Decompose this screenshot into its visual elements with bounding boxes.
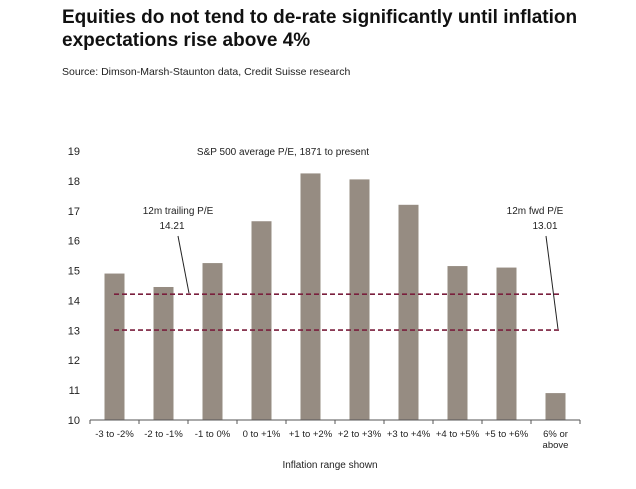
x-tick-label: +3 to +4%: [387, 429, 431, 440]
y-tick-label: 11: [69, 385, 80, 397]
x-tick-label: +2 to +3%: [338, 429, 382, 440]
x-tick-label: +1 to +2%: [289, 429, 333, 440]
bar: [349, 179, 370, 420]
fwd-pe-value: 13.01: [532, 221, 557, 232]
bar: [398, 204, 419, 420]
y-tick-label: 12: [68, 355, 80, 367]
x-tick-label: 6% or: [543, 429, 568, 440]
x-tick-label: +5 to +6%: [485, 429, 529, 440]
x-tick-label: +4 to +5%: [436, 429, 480, 440]
y-tick-label: 10: [68, 415, 80, 427]
chart-subtitle: S&P 500 average P/E, 1871 to present: [197, 147, 369, 158]
x-tick-label: -3 to -2%: [95, 429, 134, 440]
chart-title: Equities do not tend to de-rate signific…: [62, 7, 578, 51]
y-tick-label: 15: [68, 266, 80, 278]
bar: [202, 263, 223, 420]
bar: [251, 221, 272, 420]
bar: [496, 267, 517, 420]
y-tick-label: 18: [68, 176, 80, 188]
fwd-pe-label: 12m fwd P/E: [507, 206, 564, 217]
trailing-pe-label: 12m trailing P/E: [143, 206, 214, 217]
y-tick-label: 17: [68, 206, 80, 218]
x-tick-label: -2 to -1%: [144, 429, 183, 440]
trailing-pe-pointer: [177, 235, 190, 294]
y-tick-label: 14: [68, 295, 80, 307]
y-tick-label: 19: [68, 146, 80, 158]
x-tick-label: -1 to 0%: [195, 429, 231, 440]
fwd-pe-pointer: [545, 235, 559, 330]
bar: [153, 286, 174, 420]
bar: [104, 273, 125, 420]
source-note: Source: Dimson-Marsh-Staunton data, Cred…: [62, 66, 351, 78]
bar: [447, 266, 468, 420]
bar: [300, 173, 321, 420]
bar: [545, 393, 566, 420]
x-tick-label: above: [543, 440, 569, 451]
y-tick-label: 13: [68, 325, 80, 337]
trailing-pe-value: 14.21: [159, 221, 184, 232]
y-tick-label: 16: [68, 236, 80, 248]
x-tick-label: 0 to +1%: [243, 429, 281, 440]
x-axis-title: Inflation range shown: [282, 460, 377, 471]
